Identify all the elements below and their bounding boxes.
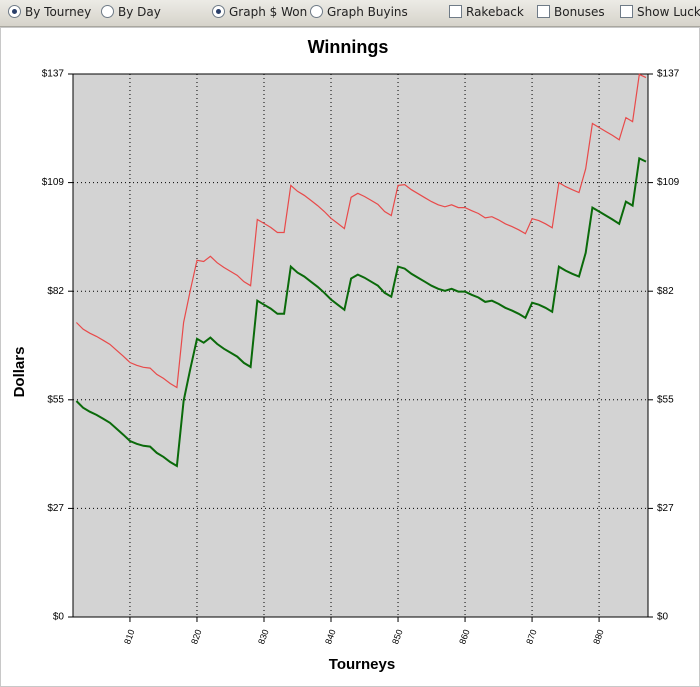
y-tick-label: $0 bbox=[53, 612, 65, 623]
x-axis-title: Tourneys bbox=[329, 656, 395, 673]
x-tick-label: 820 bbox=[189, 628, 204, 646]
x-tick-label: 860 bbox=[457, 628, 472, 646]
radio[interactable]: Graph $ Won bbox=[212, 5, 307, 19]
checkbox[interactable]: Rakeback bbox=[449, 5, 524, 19]
y-tick-label: $55 bbox=[47, 394, 64, 405]
radio[interactable]: By Tourney bbox=[8, 5, 91, 19]
control-label[interactable]: Show Luck A bbox=[637, 5, 700, 19]
x-tick-label: 840 bbox=[323, 628, 338, 646]
y2-tick-label: $82 bbox=[657, 286, 674, 297]
y-tick-label: $27 bbox=[47, 503, 64, 514]
chart: Winnings Tourneys Dollars $0 $0 $27 $27 $55 $… bbox=[11, 37, 680, 673]
control-label[interactable]: Graph $ Won bbox=[229, 5, 308, 19]
series-line bbox=[75, 156, 647, 468]
radio-indicator[interactable] bbox=[101, 5, 114, 18]
y2-tick-label: $109 bbox=[657, 177, 680, 188]
radio-indicator[interactable] bbox=[8, 5, 21, 18]
y2-tick-label: $55 bbox=[657, 394, 674, 405]
y-tick-label: $137 bbox=[42, 69, 65, 80]
checkbox[interactable]: Bonuses bbox=[537, 5, 605, 19]
control-label[interactable]: Bonuses bbox=[554, 5, 605, 19]
x-tick-label: 850 bbox=[390, 628, 405, 646]
toolbar: By Tourney By Day Graph $ Won Graph Buyins R… bbox=[0, 0, 700, 27]
x-tick-label: 880 bbox=[591, 628, 606, 646]
control-label[interactable]: Graph Buyins bbox=[327, 5, 408, 19]
series-line bbox=[75, 73, 647, 389]
radio[interactable]: By Day bbox=[101, 5, 161, 19]
radio-indicator[interactable] bbox=[212, 5, 225, 18]
y-tick-label: $109 bbox=[42, 177, 65, 188]
checkbox-indicator[interactable] bbox=[620, 5, 633, 18]
x-tick-label: 830 bbox=[256, 628, 271, 646]
chart-title: Winnings bbox=[308, 37, 389, 57]
plot-area bbox=[72, 73, 649, 618]
checkbox-indicator[interactable] bbox=[537, 5, 550, 18]
y-tick-label: $82 bbox=[47, 286, 64, 297]
y2-tick-label: $0 bbox=[657, 612, 669, 623]
control-label[interactable]: Rakeback bbox=[466, 5, 524, 19]
radio-indicator[interactable] bbox=[310, 5, 323, 18]
radio[interactable]: Graph Buyins bbox=[310, 5, 408, 19]
checkbox-indicator[interactable] bbox=[449, 5, 462, 18]
y2-tick-label: $137 bbox=[657, 69, 680, 80]
checkbox[interactable]: Show Luck A bbox=[620, 5, 700, 19]
control-label[interactable]: By Day bbox=[118, 5, 161, 19]
x-tick-label: 810 bbox=[122, 628, 137, 646]
x-tick-label: 870 bbox=[524, 628, 539, 646]
control-label[interactable]: By Tourney bbox=[25, 5, 92, 19]
y-axis-title: Dollars bbox=[11, 347, 28, 398]
y2-tick-label: $27 bbox=[657, 503, 674, 514]
